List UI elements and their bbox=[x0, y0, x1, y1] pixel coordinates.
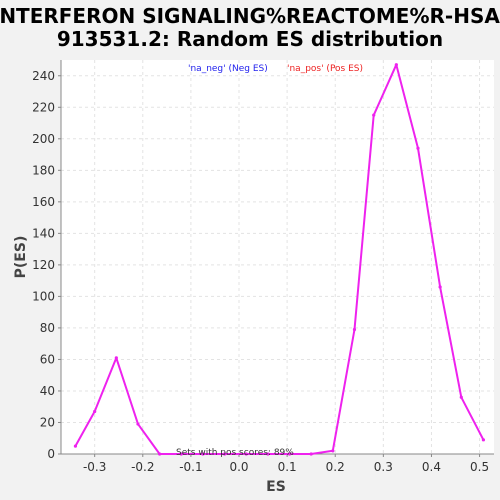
tick-labels: -0.3 -0.2 -0.1 0.0 0.1 0.2 0.3 0.4 0.5 0 20 40 60 80 1… bbox=[32, 69, 489, 474]
data-point bbox=[394, 63, 398, 67]
data-point bbox=[179, 452, 183, 456]
y-tick-label: 80 bbox=[40, 321, 55, 335]
data-point bbox=[114, 356, 118, 360]
y-tick-label: 160 bbox=[32, 195, 55, 209]
data-point bbox=[93, 409, 97, 414]
x-tick-label: 0.3 bbox=[374, 460, 393, 474]
x-axis-label: ES bbox=[266, 479, 286, 495]
y-tick-label: 40 bbox=[40, 384, 55, 398]
data-point bbox=[73, 444, 78, 448]
y-tick-label: 240 bbox=[32, 69, 55, 83]
data-point bbox=[222, 452, 227, 456]
pos-scores-annotation: Sets with pos scores: 89% bbox=[176, 448, 294, 458]
y-tick-label: 200 bbox=[32, 132, 55, 146]
y-tick-label: 0 bbox=[47, 447, 55, 461]
x-tick-label: 0.5 bbox=[470, 460, 489, 474]
plot-area bbox=[61, 60, 494, 454]
data-point bbox=[352, 327, 357, 332]
y-tick-label: 20 bbox=[40, 415, 55, 429]
x-tick-label: -0.1 bbox=[179, 460, 202, 474]
data-point bbox=[266, 452, 270, 456]
data-point bbox=[459, 395, 463, 399]
data-point bbox=[416, 146, 420, 150]
y-tick-label: 100 bbox=[32, 289, 55, 303]
data-point bbox=[244, 452, 248, 456]
data-point bbox=[438, 285, 442, 289]
data-point bbox=[136, 422, 140, 426]
x-tick-label: -0.3 bbox=[83, 460, 106, 474]
data-point bbox=[331, 449, 335, 453]
data-point bbox=[158, 452, 162, 456]
data-point bbox=[201, 452, 205, 456]
legend-item-pos: 'na_pos' (Pos ES) bbox=[287, 64, 363, 74]
y-tick-label: 60 bbox=[40, 352, 55, 366]
y-tick-label: 140 bbox=[32, 226, 55, 240]
data-point bbox=[481, 438, 486, 442]
chart-title-line-2: 913531.2: Random ES distribution bbox=[57, 27, 443, 51]
x-tick-label: 0.2 bbox=[326, 460, 345, 474]
data-point bbox=[309, 452, 313, 456]
data-point bbox=[372, 113, 376, 117]
series-layer bbox=[73, 63, 486, 456]
chart-title-line-1: INTERFERON SIGNALING%REACTOME%R-HSA- bbox=[0, 4, 500, 28]
x-tick-label: -0.2 bbox=[131, 460, 154, 474]
legend-item-neg: 'na_neg' (Neg ES) bbox=[188, 64, 268, 74]
x-tick-label: 0.1 bbox=[278, 460, 297, 474]
y-tick-label: 220 bbox=[32, 100, 55, 114]
y-tick-label: 180 bbox=[32, 163, 55, 177]
x-tick-label: 0.4 bbox=[422, 460, 441, 474]
y-tick-label: 120 bbox=[32, 258, 55, 272]
x-tick-label: 0.0 bbox=[229, 460, 248, 474]
y-axis-label: P(ES) bbox=[13, 236, 29, 279]
series-line bbox=[74, 63, 485, 455]
data-point bbox=[287, 452, 292, 456]
